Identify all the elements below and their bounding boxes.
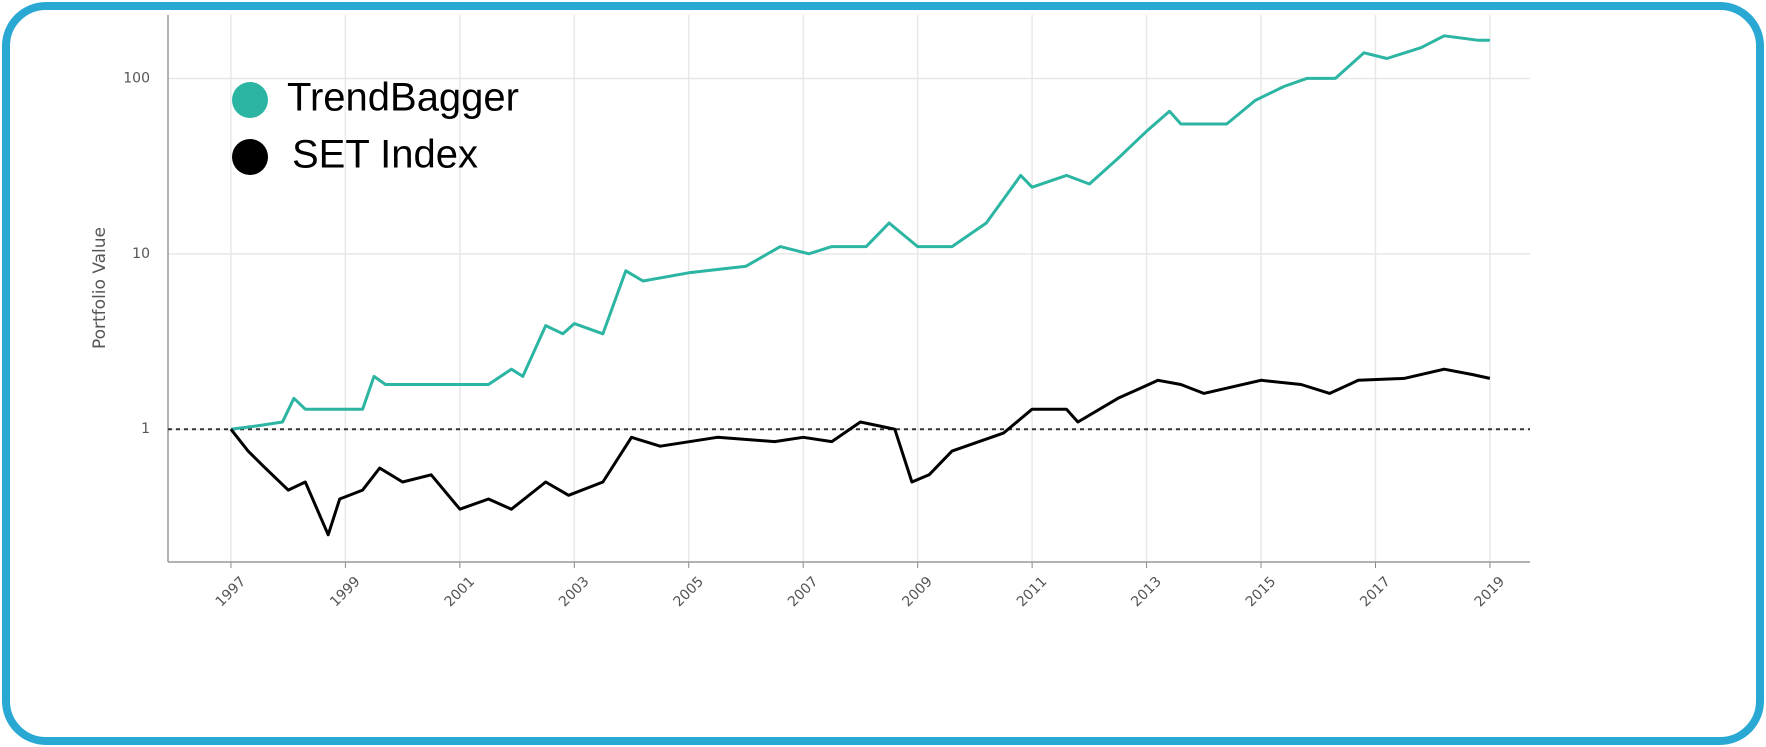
y-axis-label: Portfolio Value — [90, 227, 110, 349]
legend-marker — [232, 139, 268, 175]
series-line — [230, 34, 1490, 431]
y-tick-label: 10 — [132, 246, 150, 262]
y-tick-label: 100 — [123, 70, 150, 86]
legend-marker — [232, 82, 268, 118]
y-tick-label: 1 — [141, 421, 150, 437]
legend-label: SET Index — [292, 133, 478, 177]
legend-label: TrendBagger — [287, 76, 519, 120]
series-line — [229, 367, 1491, 537]
